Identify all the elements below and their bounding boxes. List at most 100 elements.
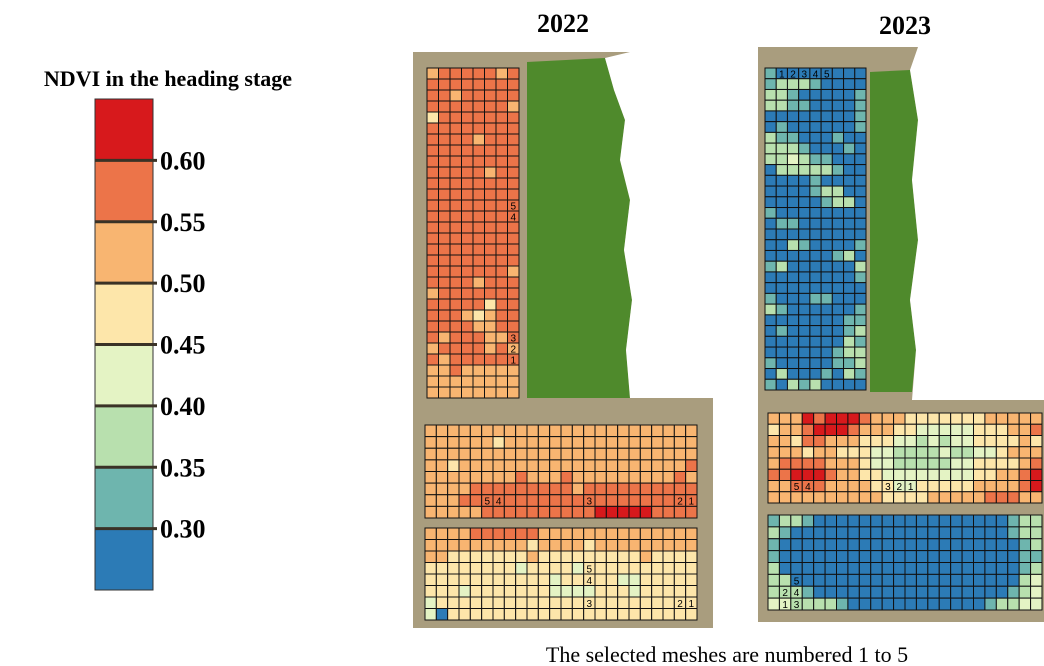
- mesh-cell: [605, 608, 619, 621]
- mesh-cell: [449, 210, 462, 223]
- mesh-number: 4: [587, 576, 593, 587]
- mesh-cell: [549, 573, 562, 586]
- mesh-cell: [472, 375, 485, 388]
- mesh-cell: [798, 271, 811, 284]
- mesh-cell: [617, 539, 630, 552]
- mesh-cell: [858, 526, 872, 540]
- mesh-cell: [904, 573, 917, 587]
- mesh-cell: [847, 550, 860, 563]
- mesh-number: 3: [510, 334, 516, 345]
- mesh-cell: [798, 110, 811, 123]
- mesh-cell: [904, 435, 917, 448]
- mesh-cell: [472, 331, 485, 344]
- mesh-cell: [447, 424, 460, 438]
- mesh-cell: [820, 196, 833, 209]
- mesh-cell: [786, 346, 800, 359]
- mesh-cell: [492, 550, 505, 563]
- mesh-cell: [775, 99, 788, 112]
- mesh-cell: [893, 585, 906, 599]
- mesh-cell: [571, 494, 585, 507]
- mesh-cell: [605, 550, 619, 563]
- mesh-cell: [904, 457, 917, 470]
- mesh-cell: [798, 368, 811, 380]
- mesh-cell: [820, 185, 833, 198]
- mesh-cell: [870, 480, 883, 493]
- mesh-cell: [503, 573, 517, 586]
- mesh-cell: [798, 292, 811, 305]
- mesh-cell: [469, 539, 483, 552]
- mesh-cell: [472, 265, 485, 278]
- mesh-cell: [775, 88, 788, 101]
- mesh-cell: [809, 303, 822, 316]
- mesh-cell: [870, 550, 883, 563]
- mesh-cell: [583, 424, 596, 438]
- mesh-cell: [549, 608, 562, 621]
- colorbar-block: [95, 283, 153, 345]
- mesh-cell: [447, 436, 460, 449]
- mesh-cell: [461, 188, 474, 201]
- mesh-cell: [1030, 585, 1043, 599]
- mesh-cell: [503, 539, 517, 552]
- mesh-cell: [426, 188, 439, 201]
- mesh-cell: [764, 325, 777, 337]
- mesh-cell: [495, 188, 508, 201]
- mesh-cell: [495, 309, 508, 322]
- mesh-cell: [973, 435, 986, 448]
- mesh-cell: [767, 573, 780, 587]
- mesh-cell: [843, 196, 856, 209]
- mesh-cell: [831, 303, 845, 316]
- mesh-cell: [847, 480, 860, 493]
- mesh-cell: [961, 446, 974, 459]
- mesh-cell: [870, 412, 883, 425]
- mesh-cell: [537, 436, 551, 449]
- mesh-cell: [472, 177, 485, 190]
- mesh-cell: [1030, 446, 1043, 459]
- mesh-cell: [481, 596, 494, 609]
- mesh-cell: [778, 514, 792, 528]
- mesh-cell: [824, 491, 837, 504]
- mesh-cell: [503, 494, 517, 507]
- mesh-cell: [492, 482, 505, 496]
- mesh-cell: [854, 314, 867, 327]
- mesh-cell: [438, 89, 451, 102]
- mesh-cell: [820, 99, 833, 112]
- mesh-cell: [662, 436, 675, 449]
- mesh-cell: [484, 298, 497, 311]
- mesh-cell: [778, 491, 792, 504]
- mesh-cell: [537, 585, 551, 598]
- mesh-cell: [927, 423, 940, 436]
- mesh-cell: [843, 357, 856, 370]
- mesh-cell: [495, 320, 508, 333]
- mesh-cell: [1018, 562, 1032, 575]
- mesh-cell: [813, 446, 826, 459]
- mesh-cell: [961, 514, 974, 528]
- mesh-cell: [495, 111, 508, 124]
- mesh-cell: [820, 346, 833, 359]
- mesh-cell: [824, 480, 837, 493]
- mesh-cell: [858, 597, 872, 611]
- mesh-cell: [1030, 491, 1043, 504]
- mesh-cell: [469, 505, 483, 519]
- mesh-cell: [1007, 457, 1020, 470]
- mesh-cell: [1018, 514, 1032, 528]
- mesh-cell: [843, 121, 856, 133]
- colorbar-block: [95, 160, 153, 222]
- mesh-cell: [824, 526, 837, 540]
- mesh-cell: [854, 67, 867, 80]
- mesh-cell: [843, 142, 856, 155]
- mesh-cell: [673, 447, 687, 461]
- mesh-cell: [854, 346, 867, 359]
- mesh-cell: [639, 447, 653, 461]
- mesh-cell: [1030, 435, 1043, 448]
- mesh-cell: [449, 320, 462, 333]
- mesh-cell: [424, 562, 437, 575]
- mesh-cell: [426, 122, 439, 135]
- mesh-cell: [449, 375, 462, 388]
- mesh-cell: [507, 155, 520, 168]
- mesh-cell: [854, 207, 867, 219]
- mesh-cell: [495, 166, 508, 179]
- mesh-cell: [836, 526, 849, 540]
- mesh-cell: [961, 573, 974, 587]
- mesh-cell: [673, 585, 687, 598]
- mesh-cell: [1018, 480, 1032, 493]
